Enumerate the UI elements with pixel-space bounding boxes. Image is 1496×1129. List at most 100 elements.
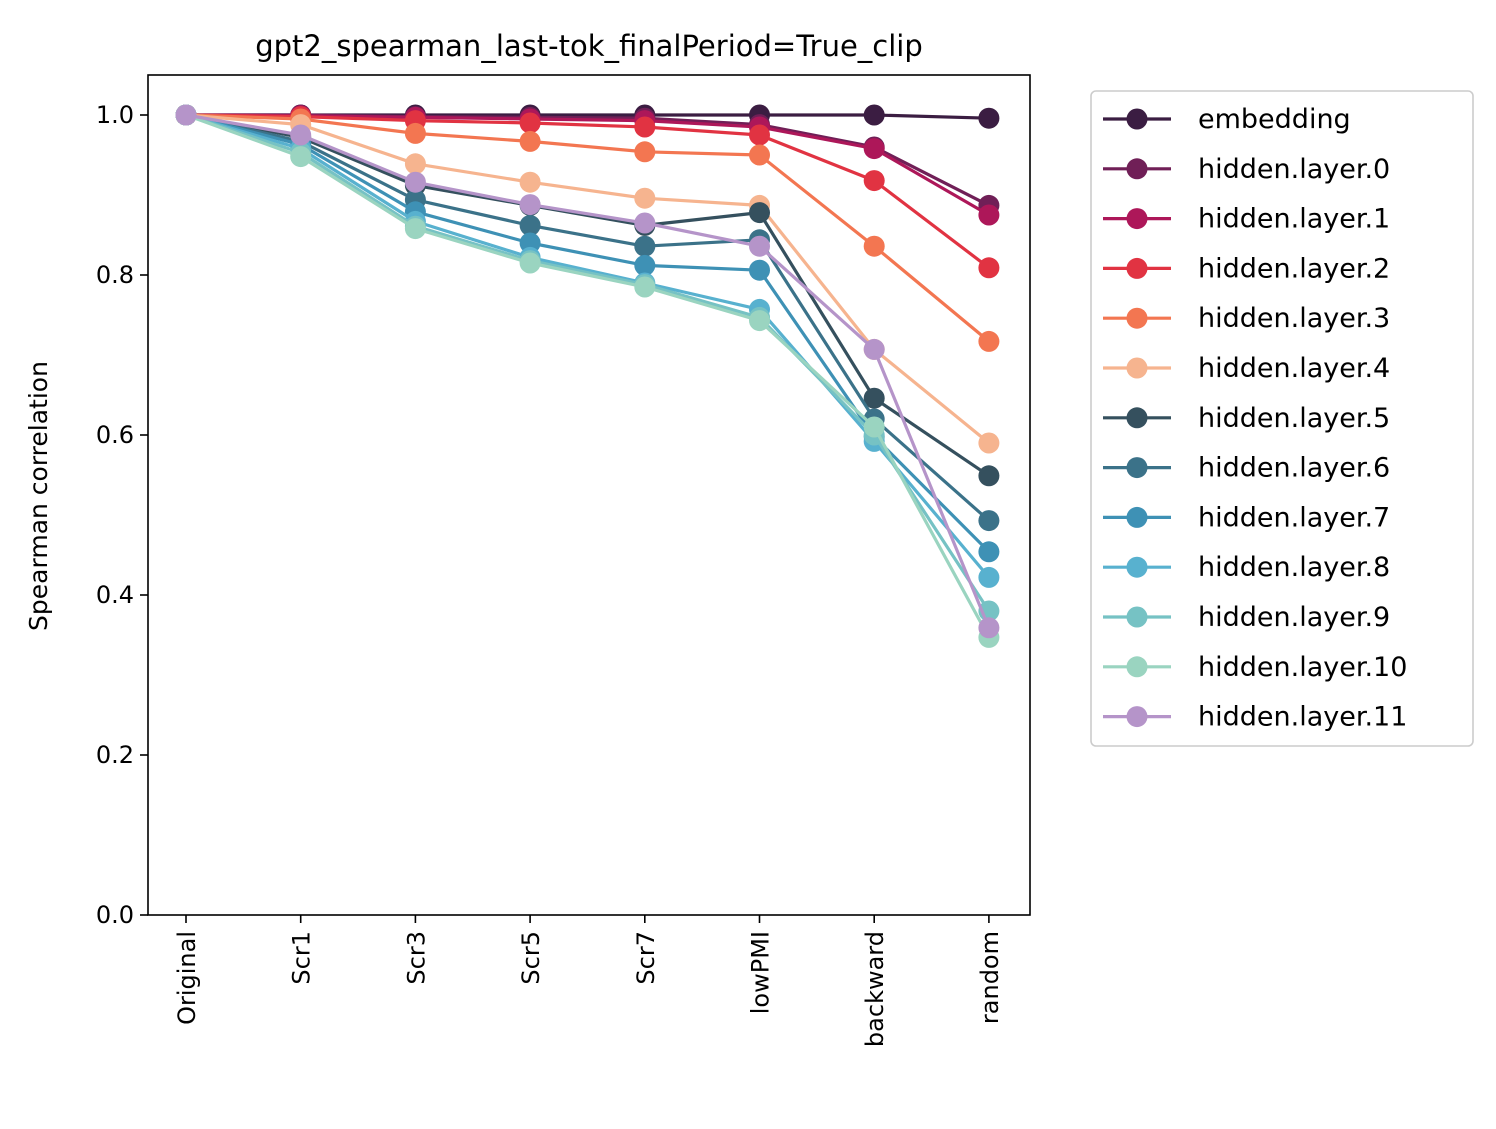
data-point [978,566,1000,588]
data-point [749,259,770,281]
data-point [404,153,426,175]
data-point [749,235,770,257]
x-tick-label: random [976,931,1004,1024]
y-tick-label: 0.4 [96,581,134,609]
data-point [863,338,885,360]
series-hidden-layer-6 [175,104,1000,532]
data-point [863,416,885,438]
data-point [634,235,656,257]
legend-label: embedding [1198,104,1351,135]
data-point [978,465,1000,487]
legend-label: hidden.layer.7 [1198,502,1390,533]
data-point [863,138,885,160]
data-point [519,214,541,236]
data-point [978,432,1000,454]
legend-marker [1126,108,1148,130]
legend-label: hidden.layer.9 [1198,602,1390,633]
series-line [185,113,991,639]
legend-item: hidden.layer.0 [1103,154,1390,185]
data-point [749,124,770,146]
data-point [404,122,426,144]
legend-label: hidden.layer.4 [1198,353,1390,384]
data-point [519,171,541,193]
legend-marker [1126,257,1148,279]
data-point [978,510,1000,532]
chart-title: gpt2_spearman_last-tok_finalPeriod=True_… [255,29,923,63]
series-line [185,113,991,579]
data-point [749,144,770,166]
legend-item: hidden.layer.1 [1103,204,1390,235]
x-tick-label: Original [173,931,201,1025]
data-point [634,212,656,234]
legend-label: hidden.layer.10 [1198,652,1407,683]
legend-label: hidden.layer.8 [1198,552,1390,583]
data-point [634,187,656,209]
series-line [185,113,990,343]
data-point [519,112,541,134]
series-hidden-layer-11 [175,104,1000,639]
data-point [634,254,656,276]
legend-item: hidden.layer.9 [1103,602,1390,633]
series-line [185,113,990,445]
legend-marker [1126,606,1148,628]
y-tick-label: 0.6 [96,421,134,449]
legend-label: hidden.layer.3 [1198,303,1390,334]
x-tick-label: backward [861,931,889,1047]
data-point [978,617,1000,639]
data-point [863,387,885,409]
y-tick-label: 0.0 [96,901,134,929]
series-line [185,113,990,522]
legend: embedding hidden.layer.0 hidden.layer.1 hid… [1090,90,1474,747]
data-point [749,202,770,224]
x-tick-label: Scr5 [517,931,545,985]
legend-marker [1126,357,1148,379]
data-point [519,232,541,254]
legend-item: hidden.layer.2 [1103,253,1390,284]
legend-item: hidden.layer.11 [1103,702,1407,733]
legend-item: hidden.layer.8 [1103,552,1390,583]
data-point [978,257,1000,279]
legend-marker [1126,158,1148,180]
data-point [175,104,197,126]
legend-item: hidden.layer.7 [1103,502,1390,533]
series-line [185,113,991,612]
legend-marker [1126,208,1148,230]
data-point [978,330,1000,352]
legend-item: embedding [1103,104,1351,135]
legend-marker [1126,307,1148,329]
x-tick-label: lowPMI [747,931,775,1014]
x-tick-label: Scr3 [402,931,430,985]
data-point [863,104,885,126]
data-point [863,235,885,257]
data-point [290,124,312,146]
legend-box [1090,90,1474,747]
legend-item: hidden.layer.4 [1103,353,1390,384]
legend-label: hidden.layer.5 [1198,403,1390,434]
x-tick-label: Scr1 [288,931,316,985]
legend-marker [1126,506,1148,528]
legend-item: hidden.layer.6 [1103,453,1390,484]
data-point [634,141,656,163]
data-point [978,204,1000,226]
legend-marker [1126,457,1148,479]
legend-label: hidden.layer.11 [1198,702,1407,733]
data-point [519,194,541,216]
data-point [404,218,426,240]
data-point [634,276,656,298]
data-point [519,252,541,274]
legend-marker [1126,656,1148,678]
data-point [978,107,1000,129]
legend-item: hidden.layer.5 [1103,403,1390,434]
data-point [519,130,541,152]
x-tick-label: Scr7 [632,931,660,985]
legend-label: hidden.layer.6 [1198,453,1390,484]
legend-label: hidden.layer.0 [1198,154,1390,185]
y-axis-title: Spearman correlation [24,361,53,631]
data-point [290,146,312,168]
plot-frame [147,74,1031,916]
legend-marker [1126,407,1148,429]
legend-marker [1126,556,1148,578]
legend-item: hidden.layer.10 [1103,652,1407,683]
y-tick-label: 1.0 [96,101,134,129]
data-point [749,310,770,332]
